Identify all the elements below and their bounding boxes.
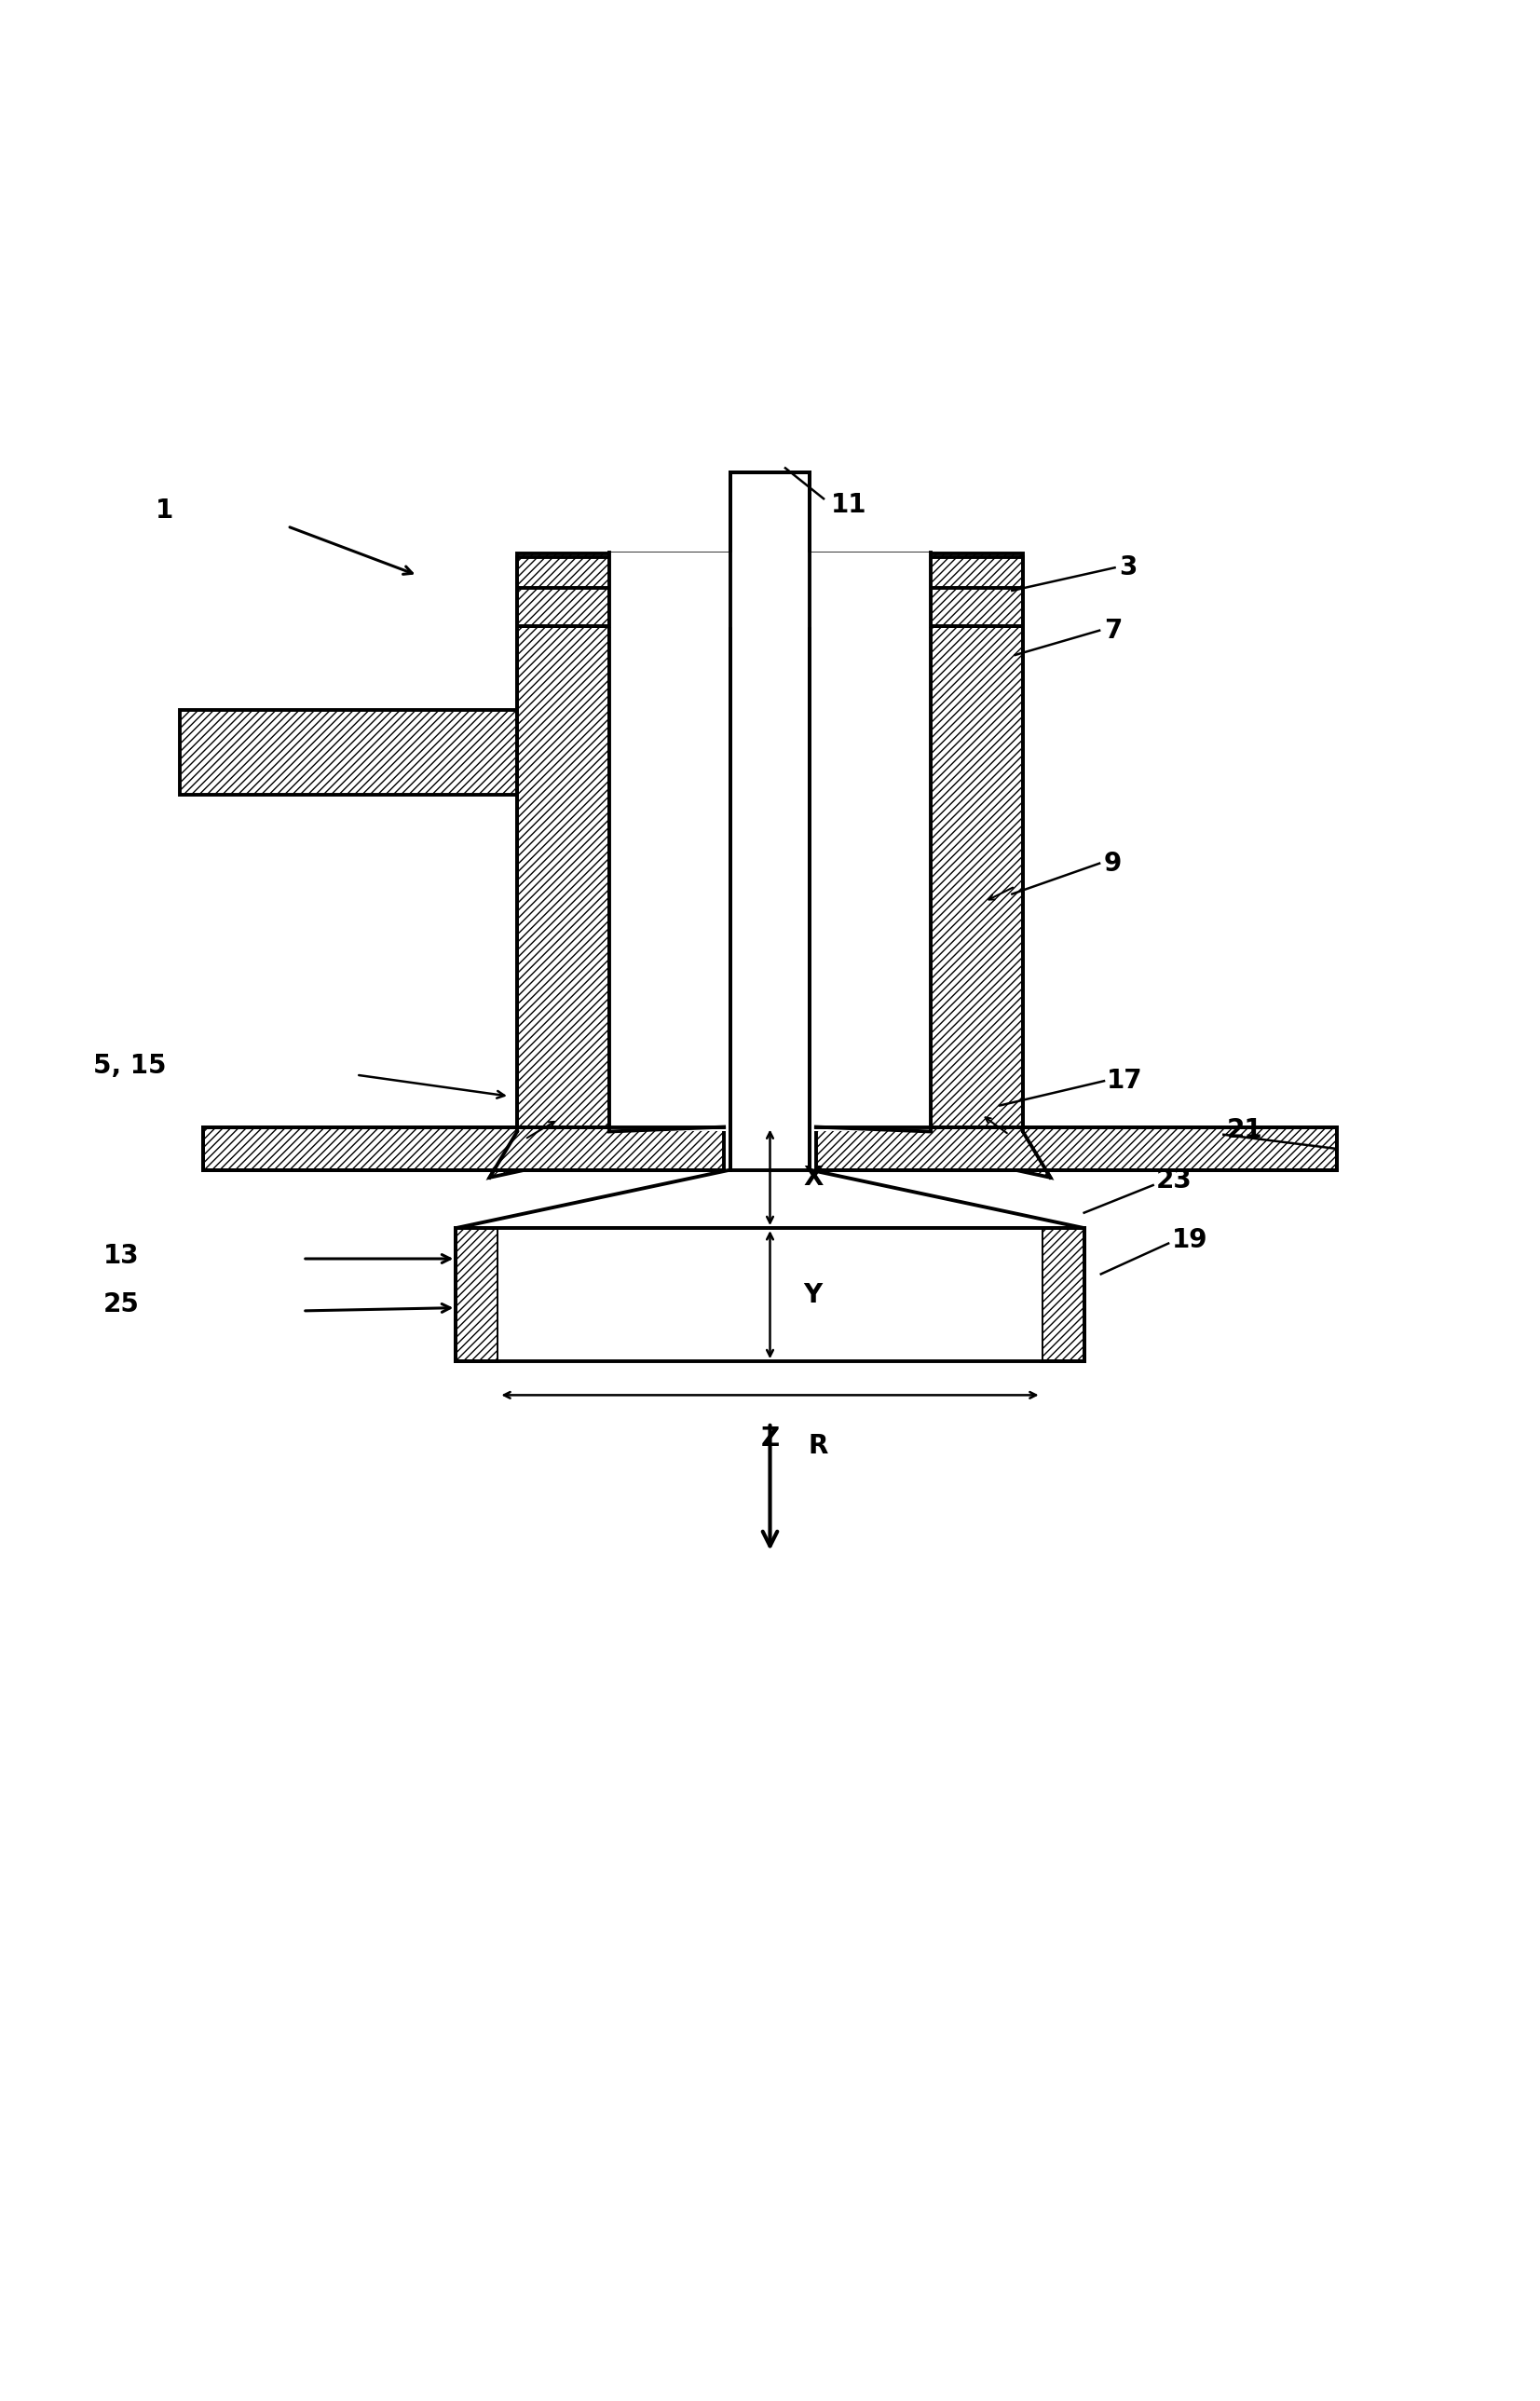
Text: 21: 21: [1226, 1116, 1263, 1143]
Text: 13: 13: [103, 1244, 140, 1268]
Bar: [730, 1126, 810, 1131]
Text: 11: 11: [832, 492, 867, 519]
Bar: [730, 627, 810, 1131]
Bar: [517, 555, 1023, 588]
Bar: [816, 1126, 1337, 1169]
Text: 3: 3: [1120, 555, 1138, 581]
Polygon shape: [490, 1126, 724, 1176]
Bar: [517, 627, 610, 1131]
Text: 25: 25: [103, 1292, 140, 1318]
Text: X: X: [804, 1164, 824, 1191]
Text: R: R: [808, 1433, 829, 1460]
Bar: [203, 1126, 724, 1169]
Polygon shape: [456, 1169, 1084, 1227]
Text: 7: 7: [1104, 617, 1123, 643]
Text: 17: 17: [1107, 1068, 1143, 1095]
Bar: [930, 627, 1023, 1131]
Text: Y: Y: [804, 1282, 822, 1309]
Text: Z: Z: [761, 1426, 779, 1453]
Polygon shape: [816, 1126, 1050, 1176]
Text: 23: 23: [1157, 1167, 1192, 1193]
Text: 19: 19: [1172, 1227, 1207, 1253]
Bar: [517, 581, 610, 627]
Bar: [180, 711, 517, 795]
Text: 9: 9: [1104, 850, 1123, 876]
Bar: [499, 1227, 1041, 1361]
Bar: [1041, 1227, 1084, 1361]
Bar: [730, 473, 810, 1169]
Text: 1: 1: [156, 497, 174, 523]
Text: 5, 15: 5, 15: [92, 1052, 166, 1078]
Bar: [930, 581, 1023, 627]
Bar: [610, 627, 930, 1131]
Bar: [456, 1227, 499, 1361]
